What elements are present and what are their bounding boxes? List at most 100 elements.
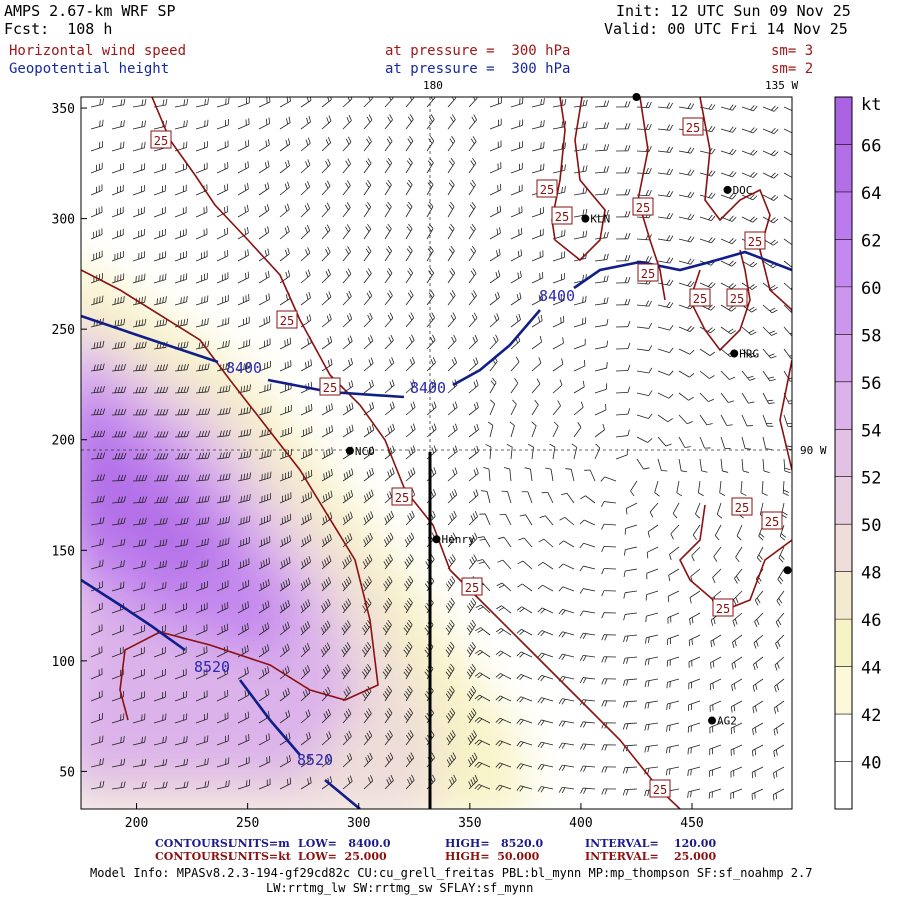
wind-barb bbox=[552, 98, 567, 108]
wind-barb bbox=[636, 367, 653, 374]
wind-barb bbox=[363, 532, 373, 548]
colorbar-segment bbox=[835, 97, 852, 145]
wind-barb bbox=[384, 223, 392, 240]
wind-barb bbox=[321, 268, 331, 284]
wind-barb bbox=[405, 157, 413, 174]
wind-barb bbox=[195, 363, 210, 372]
wind-barb bbox=[783, 238, 792, 246]
wind-barb bbox=[195, 408, 211, 416]
wind-barb bbox=[447, 201, 455, 218]
wind-barb bbox=[688, 700, 701, 711]
wind-barb bbox=[699, 214, 716, 221]
wind-barb bbox=[342, 313, 353, 328]
colorbar-segment bbox=[835, 144, 852, 192]
wind-barb bbox=[447, 357, 458, 372]
wind-barb bbox=[195, 581, 208, 592]
wind-barb bbox=[132, 251, 146, 262]
wind-barb bbox=[384, 445, 395, 460]
wind-barb bbox=[709, 744, 722, 756]
station-label: NCO bbox=[355, 445, 375, 458]
wind-barb bbox=[384, 423, 395, 438]
wind-barb bbox=[518, 537, 533, 548]
wind-barb bbox=[258, 361, 271, 372]
wind-barb bbox=[506, 444, 513, 460]
wind-barb bbox=[258, 293, 270, 306]
wind-barb bbox=[216, 580, 229, 592]
wind-barb bbox=[687, 722, 701, 733]
wind-barb bbox=[751, 788, 764, 800]
wind-barb bbox=[363, 775, 374, 790]
wind-barb bbox=[174, 408, 190, 416]
wind-barb bbox=[678, 370, 695, 378]
wind-barb bbox=[258, 226, 270, 240]
wind-barb bbox=[90, 780, 105, 790]
wind-barb bbox=[195, 474, 210, 482]
wind-barb bbox=[468, 290, 477, 306]
wind-barb bbox=[383, 532, 394, 548]
wind-barb bbox=[174, 538, 189, 548]
wind-barb bbox=[468, 379, 479, 394]
wind-barb bbox=[90, 184, 103, 196]
wind-barb bbox=[279, 97, 291, 108]
wind-barb bbox=[678, 191, 695, 198]
wind-barb bbox=[601, 523, 617, 530]
wind-barb bbox=[539, 515, 554, 526]
wind-barb bbox=[321, 708, 331, 724]
wind-barb bbox=[174, 603, 187, 614]
wind-barb bbox=[657, 124, 674, 131]
wind-barb bbox=[657, 436, 672, 447]
wind-barb bbox=[445, 641, 455, 658]
wind-barb bbox=[510, 270, 522, 284]
wind-barb bbox=[624, 546, 638, 556]
wind-barb bbox=[474, 717, 491, 724]
wind-barb bbox=[279, 203, 290, 218]
wind-barb bbox=[468, 312, 478, 328]
wind-barb bbox=[531, 421, 537, 438]
wind-barb bbox=[601, 568, 617, 575]
wind-barb bbox=[615, 342, 631, 350]
wind-barb bbox=[321, 425, 333, 438]
wind-barb bbox=[489, 162, 502, 174]
wind-barb bbox=[756, 546, 764, 563]
wind-barb bbox=[237, 515, 251, 526]
wind-barb bbox=[445, 597, 455, 614]
wind-barb bbox=[584, 469, 596, 482]
wind-barb bbox=[571, 443, 578, 460]
wind-barb bbox=[580, 743, 596, 750]
wind-barb bbox=[300, 159, 311, 174]
wind-barb bbox=[174, 713, 188, 724]
wind-barb bbox=[678, 280, 695, 287]
wind-barb bbox=[489, 313, 500, 328]
wind-barb bbox=[195, 318, 209, 328]
wind-barb bbox=[237, 711, 250, 724]
wind-barb bbox=[279, 621, 290, 636]
wind-barb bbox=[216, 272, 229, 284]
wind-barb bbox=[773, 700, 785, 714]
wind-barb bbox=[279, 360, 292, 372]
wind-barb bbox=[774, 656, 785, 671]
y-tick-label: 150 bbox=[52, 544, 75, 559]
wind-barb bbox=[730, 700, 743, 713]
wind-barb bbox=[258, 536, 271, 548]
wind-barb bbox=[489, 227, 501, 240]
wind-barb bbox=[678, 458, 688, 473]
wind-barb bbox=[384, 357, 395, 372]
wind-barb bbox=[537, 652, 554, 659]
height-contour-label: 8400 bbox=[226, 359, 262, 377]
wind-barb bbox=[615, 123, 631, 130]
wind-contour-label: 25 bbox=[735, 501, 749, 515]
wind-barb bbox=[300, 225, 311, 240]
wind-barb bbox=[216, 712, 229, 724]
init-time: Init: 12 UTC Sun 09 Nov 25 bbox=[616, 2, 851, 20]
wind-contour-label-box bbox=[649, 779, 671, 798]
wind-barb bbox=[405, 334, 415, 350]
wind-barb bbox=[90, 602, 103, 614]
wind-barb bbox=[489, 399, 496, 416]
wind-barb bbox=[300, 403, 313, 416]
wind-barb bbox=[132, 386, 148, 394]
wind-barb bbox=[657, 324, 674, 331]
wind-barb bbox=[783, 150, 792, 156]
wind-contour-label-box bbox=[744, 231, 766, 250]
wind-barb bbox=[730, 766, 743, 778]
wind-barb bbox=[342, 511, 353, 526]
